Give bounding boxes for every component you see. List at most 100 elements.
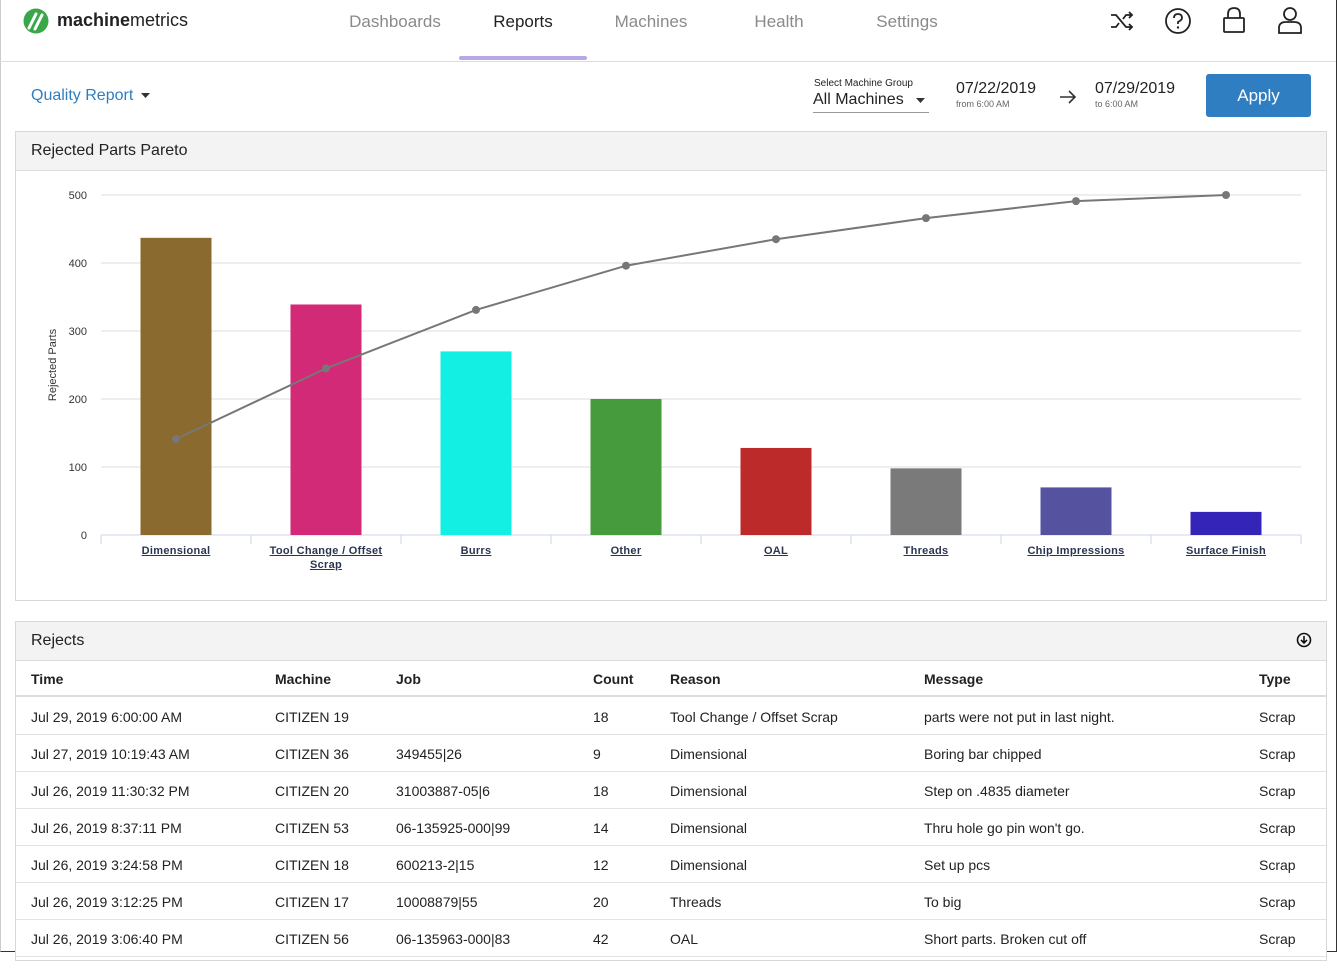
table-cell: 10008879|55 — [396, 894, 478, 910]
column-header: Time — [31, 671, 64, 687]
table-row — [16, 809, 1326, 846]
pareto-point — [172, 435, 180, 444]
table-cell: 349455|26 — [396, 746, 462, 762]
arrow-icon — [1060, 90, 1077, 104]
chart: 0 100 200 300 400 500 Rejected Parts Dimension… — [16, 171, 1326, 600]
table-cell: 20 — [593, 894, 609, 910]
table-cell: Scrap — [1259, 857, 1296, 873]
column-header: Job — [396, 671, 421, 687]
from-time: from 6:00 AM — [956, 99, 1010, 109]
table-cell: Scrap — [1259, 820, 1296, 836]
table-cell: Boring bar chipped — [924, 746, 1042, 762]
table-cell: CITIZEN 56 — [275, 931, 349, 947]
nav-item[interactable]: Reports — [493, 12, 553, 31]
group-value: All Machines — [813, 91, 904, 108]
to-date[interactable]: 07/29/2019 — [1095, 80, 1176, 97]
logo[interactable]: machinemetrics — [57, 10, 188, 31]
table-cell: Scrap — [1259, 783, 1296, 799]
table-cell: 31003887-05|6 — [396, 783, 490, 799]
help-icon[interactable] — [1164, 7, 1192, 35]
nav-item[interactable]: Machines — [614, 12, 688, 31]
column-header: Count — [593, 671, 634, 687]
nav-item[interactable]: Health — [754, 12, 804, 31]
group-select[interactable]: All Machines — [813, 91, 929, 113]
y-tick-label: 500 — [69, 190, 87, 202]
pareto-point — [772, 235, 780, 244]
download-icon[interactable] — [1296, 632, 1312, 648]
from-date[interactable]: 07/22/2019 — [956, 80, 1037, 97]
table-cell: CITIZEN 17 — [275, 894, 349, 910]
table-cell: Jul 26, 2019 3:06:40 PM — [31, 931, 183, 947]
dropdown-caret — [141, 93, 150, 98]
table-cell: Tool Change / Offset Scrap — [670, 709, 838, 725]
table-cell: CITIZEN 36 — [275, 746, 349, 762]
table-cell: Set up pcs — [924, 857, 991, 873]
chart-svg: 0 100 200 300 400 500 Rejected Parts — [47, 190, 1302, 544]
table-cell: 9 — [593, 746, 601, 762]
table-cell: CITIZEN 18 — [275, 857, 349, 873]
user-icon[interactable] — [1277, 6, 1303, 34]
table-cell: Jul 26, 2019 11:30:32 PM — [31, 783, 190, 799]
logo-bold: machine — [57, 10, 131, 30]
table-cell: Scrap — [1259, 894, 1296, 910]
shuffle-icon[interactable] — [1108, 8, 1136, 34]
logo-icon[interactable] — [23, 8, 49, 34]
table-row — [16, 846, 1326, 883]
nav-item[interactable]: Dashboards — [349, 12, 441, 31]
table-cell: Scrap — [1259, 931, 1296, 947]
logo-light: metrics — [130, 10, 189, 30]
table-cell: Jul 26, 2019 3:12:25 PM — [31, 894, 183, 910]
bar — [590, 399, 662, 535]
table-cell: Scrap — [1259, 746, 1296, 762]
to-time: to 6:00 AM — [1095, 99, 1139, 109]
table-cell: 18 — [593, 709, 609, 725]
pareto-point — [322, 364, 330, 373]
table-cell: 42 — [593, 931, 609, 947]
report-selector[interactable]: Quality Report — [31, 87, 134, 104]
table-row — [16, 883, 1326, 920]
y-tick-label: 0 — [81, 530, 87, 542]
table-cell: Step on .4835 diameter — [924, 783, 1070, 799]
table-cell: CITIZEN 20 — [275, 783, 349, 799]
x-tick-label: Surface Finish — [1186, 545, 1266, 557]
table-cell: Dimensional — [670, 746, 748, 762]
bar — [1190, 511, 1262, 535]
table-cell: Thru hole go pin won't go. — [924, 820, 1085, 836]
table-cell: Jul 26, 2019 8:37:11 PM — [31, 820, 182, 836]
nav-item[interactable]: Settings — [876, 12, 938, 31]
lock-icon[interactable] — [1221, 6, 1247, 34]
x-tick-label: Tool Change / Offset Scrap — [269, 545, 383, 571]
panel-header: Rejects — [16, 622, 1326, 661]
table-cell: Dimensional — [670, 857, 748, 873]
x-tick-label: Dimensional — [141, 545, 211, 557]
panel-header: Rejected Parts Pareto — [16, 132, 1326, 171]
x-tick-label: OAL — [763, 545, 789, 557]
top-bar — [0, 0, 1336, 62]
bar — [1040, 487, 1112, 535]
table-row — [16, 772, 1326, 809]
table-header-row — [16, 661, 1326, 697]
pareto-point — [472, 305, 480, 314]
pareto-line — [175, 194, 1227, 441]
x-tick-label: Burrs — [460, 545, 492, 557]
table-cell: 600213-2|15 — [396, 857, 475, 873]
chart-title: Rejected Parts Pareto — [31, 142, 188, 159]
chart-panel: Rejected Parts Pareto 0 100 200 300 400 500 Re… — [15, 131, 1327, 601]
pareto-point — [922, 214, 930, 223]
y-tick-label: 100 — [69, 462, 87, 474]
pareto-point — [622, 261, 630, 270]
apply-button[interactable]: Apply — [1206, 74, 1311, 117]
table-cell: CITIZEN 19 — [275, 709, 349, 725]
x-tick-label: Chip Impressions — [1027, 545, 1125, 557]
table-cell: OAL — [670, 931, 699, 947]
table-cell: CITIZEN 53 — [275, 820, 349, 836]
table-row — [16, 698, 1326, 735]
table-cell: Jul 29, 2019 6:00:00 AM — [31, 709, 182, 725]
table-cell: Jul 26, 2019 3:24:58 PM — [31, 857, 183, 873]
y-tick-label: 200 — [69, 394, 87, 406]
table-cell: 06-135925-000|99 — [396, 820, 511, 836]
bar — [140, 237, 212, 535]
x-tick-label: Threads — [903, 545, 949, 557]
bar — [440, 351, 512, 535]
table-cell: 14 — [593, 820, 609, 836]
